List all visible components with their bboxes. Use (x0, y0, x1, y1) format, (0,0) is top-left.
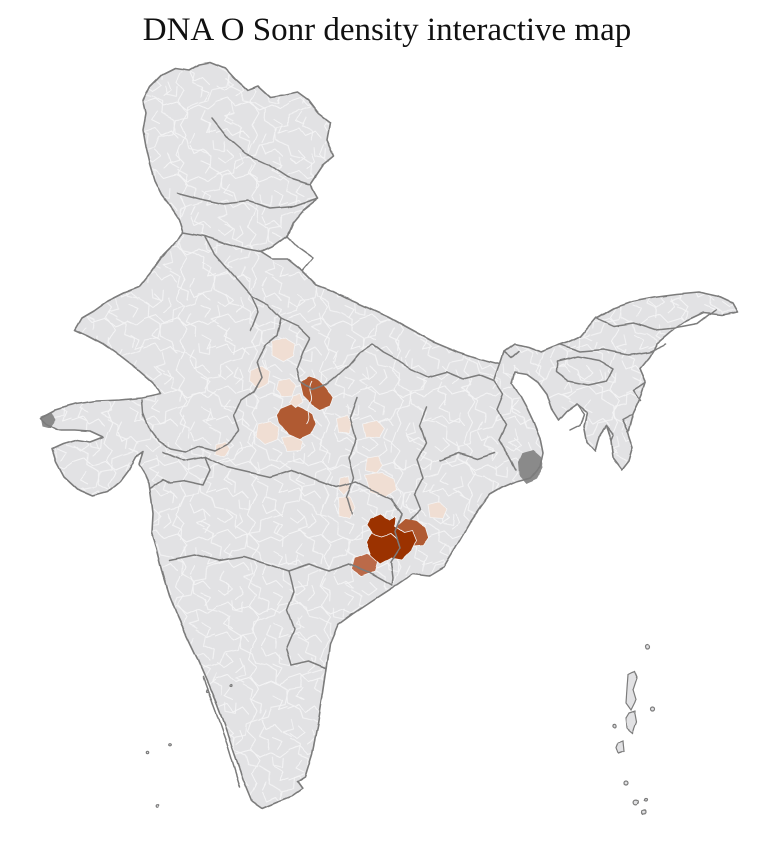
sundarbans-patch (518, 450, 543, 484)
district-low-density[interactable] (248, 365, 271, 390)
district-medium-low-density[interactable] (351, 552, 379, 577)
district-low-density[interactable] (365, 455, 384, 474)
district-low-density[interactable] (271, 337, 296, 363)
map-canvas[interactable] (30, 55, 750, 825)
state-borders (141, 117, 717, 788)
district-medium-density[interactable] (276, 402, 317, 440)
page-title: DNA O Sonr density interactive map (142, 12, 632, 48)
east-cluster[interactable] (351, 513, 430, 577)
district-low-density[interactable] (335, 415, 353, 434)
district-low-density[interactable] (275, 378, 297, 398)
district-boundary-line (371, 533, 399, 541)
district-low-density[interactable] (427, 501, 448, 519)
district-grid (40, 62, 737, 808)
andaman-nicobar-islands[interactable] (611, 644, 655, 815)
central-cluster[interactable] (276, 376, 334, 440)
country-outline (39, 61, 738, 809)
lakshadweep-islands[interactable] (146, 684, 233, 808)
district-low-density[interactable] (362, 420, 385, 439)
district-high-density[interactable] (365, 513, 417, 565)
low-density-districts[interactable] (213, 337, 448, 520)
district-low-density[interactable] (255, 420, 280, 446)
district-low-density[interactable] (213, 440, 230, 458)
district-low-density[interactable] (289, 393, 304, 408)
district-medium-density[interactable] (299, 376, 334, 411)
